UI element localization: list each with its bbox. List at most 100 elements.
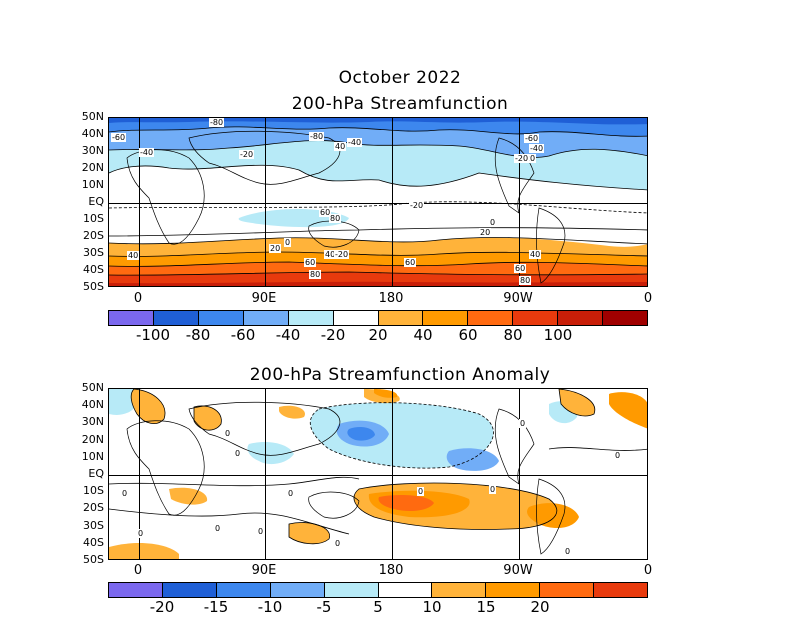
- contour-label: -40: [347, 138, 363, 147]
- colorbar-swatch: [333, 311, 379, 325]
- lat-label: 50S: [83, 553, 104, 566]
- colorbar-label: -60: [230, 326, 256, 344]
- streamfunction-field: [109, 118, 647, 286]
- lat-label: 10N: [81, 178, 104, 191]
- lon-label: 0: [643, 563, 653, 578]
- colorbar-label: -20: [320, 326, 346, 344]
- colorbar-label: -100: [135, 326, 171, 344]
- colorbar-label: 80: [503, 326, 523, 344]
- contour-label: -80: [209, 118, 225, 127]
- colorbar-swatch: [486, 583, 541, 597]
- lat-label: 40S: [83, 535, 104, 549]
- colorbar-swatch: [513, 311, 559, 325]
- meridian-line: [139, 118, 140, 286]
- contour-label: 0: [214, 524, 222, 533]
- colorbar-swatch: [603, 311, 648, 325]
- lat-label: 30N: [81, 144, 104, 157]
- colorbar-label: 40: [413, 326, 433, 344]
- contour-label: -60: [111, 133, 127, 142]
- meridian-line: [392, 118, 393, 286]
- colorbar-swatch: [109, 583, 163, 597]
- contour-label: -60: [524, 134, 540, 143]
- contour-label: 40: [334, 142, 347, 151]
- colorbar-swatch: [288, 311, 334, 325]
- lon-label: 0: [133, 291, 143, 306]
- contour-label: 0: [614, 451, 622, 460]
- contour-label: 80: [329, 214, 342, 223]
- lat-label: 50N: [81, 381, 104, 394]
- lat-label: 10S: [83, 212, 104, 225]
- colorbar-label: -10: [257, 598, 283, 616]
- colorbar-swatch: [109, 311, 154, 325]
- colorbar-label: -15: [203, 598, 229, 616]
- panel2-title: 200-hPa Streamfunction Anomaly: [249, 365, 551, 385]
- colorbar-label: -20: [149, 598, 175, 616]
- lon-label: 90E: [251, 291, 277, 306]
- contour-label: 0: [489, 218, 497, 227]
- lat-label: 10S: [83, 484, 104, 498]
- lon-label: 180: [378, 563, 404, 578]
- meridian-line: [265, 389, 266, 559]
- panel1-colorbar: [108, 310, 648, 326]
- contour-label: 40: [324, 250, 337, 259]
- contour-label: 20: [269, 244, 282, 253]
- lat-label: 40N: [81, 398, 104, 412]
- colorbar-label: -80: [185, 326, 211, 344]
- colorbar-swatch: [378, 311, 424, 325]
- contour-label: 80: [519, 276, 532, 285]
- equator-line: [109, 475, 647, 476]
- colorbar-swatch: [423, 311, 469, 325]
- colorbar-label: -40: [275, 326, 301, 344]
- contour-label: 0: [564, 547, 572, 556]
- colorbar-swatch: [270, 583, 325, 597]
- colorbar-swatch: [558, 311, 604, 325]
- contour-label: 0: [224, 429, 232, 438]
- colorbar-label: 60: [458, 326, 478, 344]
- contour-label: 0: [417, 487, 425, 496]
- contour-label: 60: [514, 264, 527, 273]
- contour-label: -20: [514, 154, 530, 163]
- equator-line: [109, 203, 647, 204]
- colorbar-swatch: [324, 583, 379, 597]
- streamfunction-anomaly-map: 0 0 0 0 0 0 0 0 0 0 0 0 0: [108, 388, 648, 560]
- lat-label: 30N: [81, 415, 104, 429]
- panel1-title: 200-hPa Streamfunction: [291, 94, 509, 114]
- contour-label: 0: [519, 419, 527, 428]
- contour-label: 20: [479, 228, 492, 237]
- colorbar-label: 100: [543, 326, 573, 344]
- colorbar-swatch: [378, 583, 433, 597]
- contour-label: 0: [284, 238, 292, 247]
- lat-label: 30S: [83, 518, 104, 532]
- contour-label: 60: [304, 258, 317, 267]
- contour-label: 40: [529, 250, 542, 259]
- streamfunction-anomaly-field: [109, 389, 647, 559]
- meridian-line: [139, 389, 140, 559]
- lat-label: 20S: [83, 501, 104, 515]
- colorbar-label: 5: [373, 598, 383, 616]
- colorbar-label: -5: [316, 598, 332, 616]
- panel2-colorbar: [108, 582, 648, 598]
- colorbar-swatch: [243, 311, 289, 325]
- contour-label: 0: [137, 529, 145, 538]
- figure-title: October 2022: [338, 68, 462, 88]
- contour-label: -40: [139, 148, 155, 157]
- lat-label: 20N: [81, 432, 104, 446]
- colorbar-swatch: [153, 311, 199, 325]
- meridian-line: [265, 118, 266, 286]
- lon-label: 90W: [503, 563, 533, 578]
- contour-label: 0: [234, 449, 242, 458]
- lon-label: 0: [643, 291, 653, 306]
- contour-label: -40: [529, 144, 545, 153]
- lon-label: 0: [133, 563, 143, 578]
- contour-label: 60: [319, 208, 332, 217]
- lat-label: 10N: [81, 449, 104, 463]
- lon-label: 180: [378, 291, 404, 306]
- meridian-line: [519, 389, 520, 559]
- lat-label: EQ: [88, 467, 104, 480]
- lat-label: 40N: [81, 127, 104, 140]
- contour-label: 40: [127, 251, 140, 260]
- meridian-line: [392, 389, 393, 559]
- colorbar-label: 10: [422, 598, 442, 616]
- contour-label: 0: [257, 527, 265, 536]
- colorbar-swatch: [540, 583, 595, 597]
